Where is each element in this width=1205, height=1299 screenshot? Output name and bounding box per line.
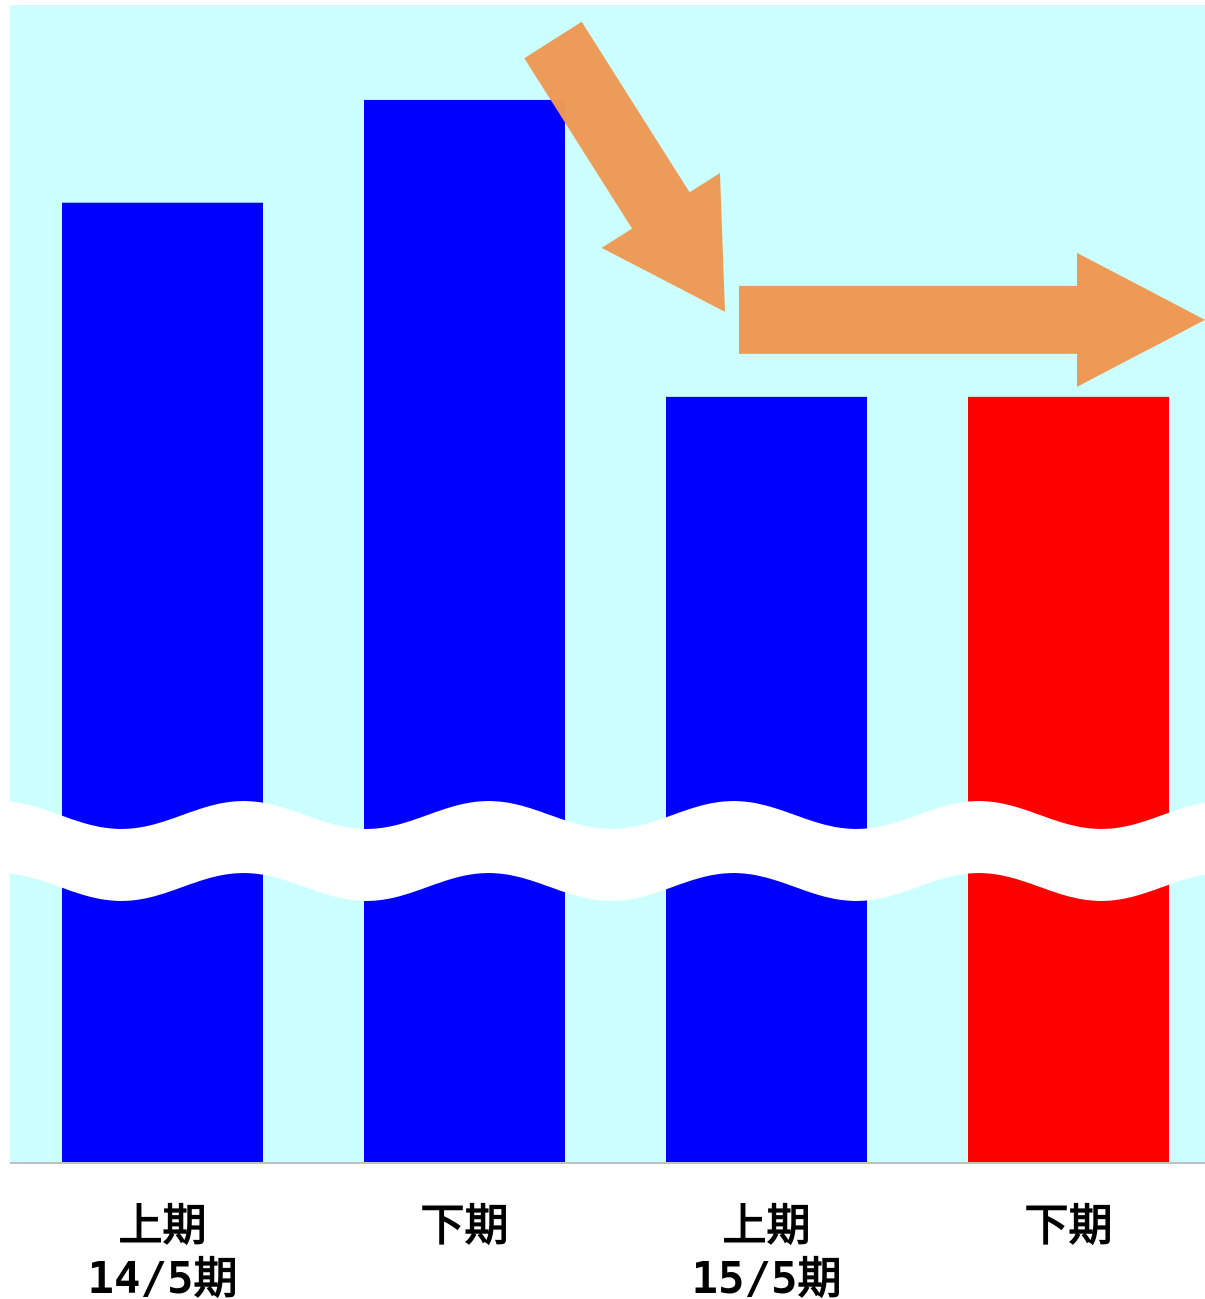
x-tick-label-4: 下期 (1025, 1200, 1113, 1251)
x-group-label-1: 14/5期 (88, 1253, 238, 1299)
x-group-label-2: 15/5期 (692, 1253, 842, 1299)
axis-break (0, 801, 1205, 901)
bar-3 (666, 396, 867, 1162)
bar-2 (364, 99, 565, 1163)
bar-1 (62, 202, 263, 1163)
trend-arrow-down (524, 21, 725, 312)
x-tick-label-1: 上期 (119, 1200, 207, 1251)
axis-break-band (0, 801, 1205, 901)
bar-4 (968, 396, 1169, 1162)
x-tick-label-2: 下期 (421, 1200, 509, 1251)
x-tick-label-3: 上期 (723, 1200, 811, 1251)
trend-arrow-flat (739, 252, 1205, 387)
